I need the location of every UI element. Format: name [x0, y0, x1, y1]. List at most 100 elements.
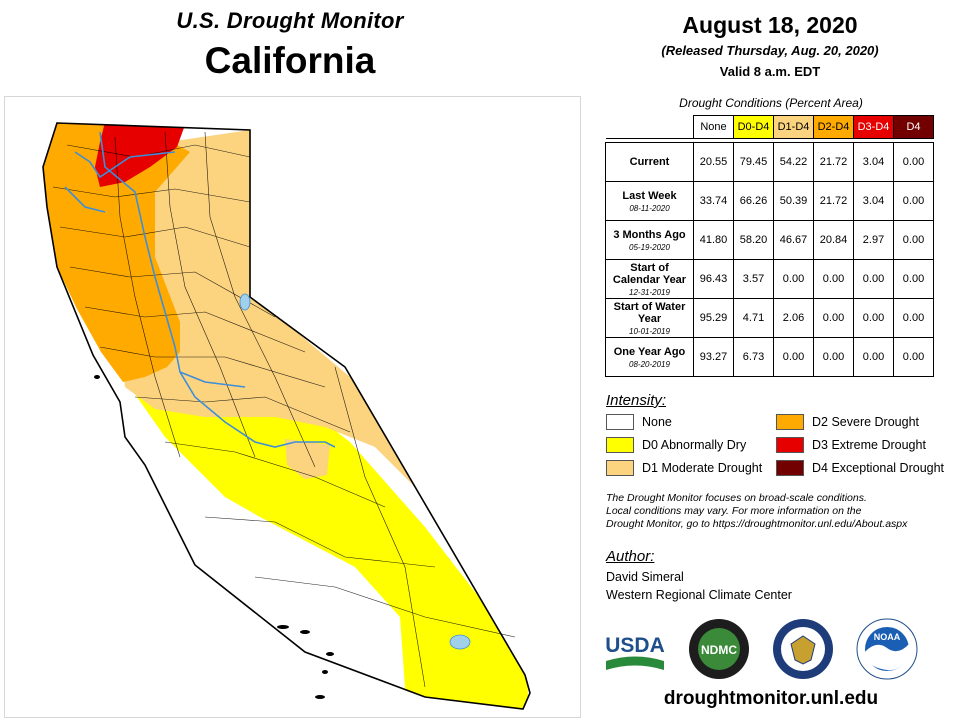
ndmc-logo: NDMC — [688, 618, 750, 680]
row-label: One Year Ago 08-20-2019 — [605, 337, 694, 377]
table-cell: 0.00 — [893, 259, 934, 299]
table-cell: 96.43 — [693, 259, 734, 299]
table-cell: 33.74 — [693, 181, 734, 221]
legend-label: D2 Severe Drought — [812, 415, 920, 429]
row-label-date: 12-31-2019 — [629, 287, 670, 297]
map-title-block: U.S. Drought Monitor California — [150, 8, 430, 82]
note-line: The Drought Monitor focuses on broad-sca… — [606, 492, 867, 504]
d2-region — [43, 123, 190, 382]
table-cell: 6.73 — [733, 337, 774, 377]
d1-region-south — [285, 439, 330, 479]
table-cell: 0.00 — [893, 142, 934, 182]
row-label-date: 08-20-2019 — [629, 359, 670, 369]
col-header-d0-d4: D0-D4 — [733, 115, 774, 139]
california-map-svg — [42, 122, 531, 710]
state-border — [42, 122, 531, 710]
legend-label: D3 Extreme Drought — [812, 438, 926, 452]
table-cell: 3.04 — [853, 142, 894, 182]
row-label: Current — [605, 142, 694, 182]
col-header-d3-d4: D3-D4 — [853, 115, 894, 139]
col-header-none: None — [693, 115, 734, 139]
website-url: droughtmonitor.unl.edu — [663, 688, 879, 709]
lake-tahoe — [239, 293, 251, 311]
rivers — [64, 131, 336, 448]
noaa-logo-text: NOAA — [874, 632, 901, 642]
table-cell: 3.57 — [733, 259, 774, 299]
table-caption: Drought Conditions (Percent Area) — [679, 96, 863, 110]
release-date: (Released Thursday, Aug. 20, 2020) — [661, 43, 879, 58]
noaa-logo: NOAA — [856, 618, 918, 680]
table-header-row: None D0-D4 D1-D4 D2-D4 D3-D4 D4 — [605, 115, 934, 139]
row-label: Start of Water Year 10-01-2019 — [605, 298, 694, 338]
table-cell: 58.20 — [733, 220, 774, 260]
noaa-logo-icon: NOAA — [856, 618, 918, 680]
table-cell: 93.27 — [693, 337, 734, 377]
row-label-date: 08-11-2020 — [629, 203, 670, 213]
drought-map — [4, 96, 581, 718]
table-cell: 0.00 — [893, 298, 934, 338]
legend-item-d0: D0 Abnormally Dry — [606, 436, 746, 454]
drought-stats-table: None D0-D4 D1-D4 D2-D4 D3-D4 D4 Current … — [605, 115, 934, 377]
table-cell: 0.00 — [853, 298, 894, 338]
table-cell: 46.67 — [773, 220, 814, 260]
legend-label: D0 Abnormally Dry — [642, 438, 747, 452]
ndmc-logo-icon: NDMC — [689, 619, 749, 679]
map-date: August 18, 2020 — [682, 12, 858, 38]
row-label-text: Last Week — [622, 189, 677, 202]
table-cell: 54.22 — [773, 142, 814, 182]
table-cell: 41.80 — [693, 220, 734, 260]
author-title: Author: — [606, 548, 655, 565]
date-block: August 18, 2020 (Released Thursday, Aug.… — [600, 12, 940, 79]
county-lines — [52, 131, 516, 688]
author-org: Western Regional Climate Center — [606, 588, 792, 602]
table-row: Start of Calendar Year 12-31-2019 96.43 … — [605, 259, 934, 299]
table-row: Last Week 08-11-2020 33.74 66.26 50.39 2… — [605, 181, 934, 221]
table-cell: 20.55 — [693, 142, 734, 182]
table-cell: 21.72 — [813, 142, 854, 182]
table-cell: 0.00 — [893, 337, 934, 377]
col-header-d4: D4 — [893, 115, 934, 139]
row-label-text: Current — [629, 156, 670, 168]
usda-logo: USDA — [604, 628, 666, 674]
table-cell: 20.84 — [813, 220, 854, 260]
note-line: Drought Monitor, go to https://droughtmo… — [606, 518, 908, 530]
map-title: California — [204, 40, 376, 81]
table-cell: 79.45 — [733, 142, 774, 182]
row-label: Start of Calendar Year 12-31-2019 — [605, 259, 694, 299]
legend-swatch — [606, 437, 634, 453]
table-cell: 0.00 — [853, 259, 894, 299]
row-label-text: 3 Months Ago — [613, 228, 686, 241]
note-line: Local conditions may vary. For more info… — [606, 505, 862, 517]
col-header-d2-d4: D2-D4 — [813, 115, 854, 139]
legend-swatch — [776, 414, 804, 430]
legend-title: Intensity: — [606, 392, 667, 409]
intensity-legend: None D0 Abnormally Dry D1 Moderate Droug… — [606, 413, 946, 479]
legend-item-d2: D2 Severe Drought — [776, 413, 919, 431]
table-cell: 21.72 — [813, 181, 854, 221]
table-cell: 2.06 — [773, 298, 814, 338]
table-row: Current 20.55 79.45 54.22 21.72 3.04 0.0… — [605, 142, 934, 182]
row-label-date: 10-01-2019 — [629, 326, 670, 336]
valid-time: Valid 8 a.m. EDT — [719, 64, 821, 79]
legend-swatch — [776, 460, 804, 476]
row-label-text: Start of Calendar Year — [612, 261, 687, 286]
author-name: David Simeral — [606, 570, 684, 584]
table-row: Start of Water Year 10-01-2019 95.29 4.7… — [605, 298, 934, 338]
d3-region — [95, 123, 185, 187]
usda-logo-text: USDA — [605, 634, 665, 657]
legend-item-d4: D4 Exceptional Drought — [776, 459, 944, 477]
disclaimer-note: The Drought Monitor focuses on broad-sca… — [606, 492, 951, 531]
table-cell: 0.00 — [893, 220, 934, 260]
legend-item-d3: D3 Extreme Drought — [776, 436, 926, 454]
commerce-seal-logo — [772, 618, 834, 680]
d0-region — [130, 387, 530, 709]
legend-swatch — [606, 460, 634, 476]
table-cell: 4.71 — [733, 298, 774, 338]
salton-sea — [449, 634, 471, 650]
map-subtitle: U.S. Drought Monitor — [176, 8, 404, 33]
row-label: 3 Months Ago 05-19-2020 — [605, 220, 694, 260]
ndmc-logo-text: NDMC — [701, 643, 737, 657]
table-row: One Year Ago 08-20-2019 93.27 6.73 0.00 … — [605, 337, 934, 377]
table-cell: 95.29 — [693, 298, 734, 338]
table-cell: 66.26 — [733, 181, 774, 221]
